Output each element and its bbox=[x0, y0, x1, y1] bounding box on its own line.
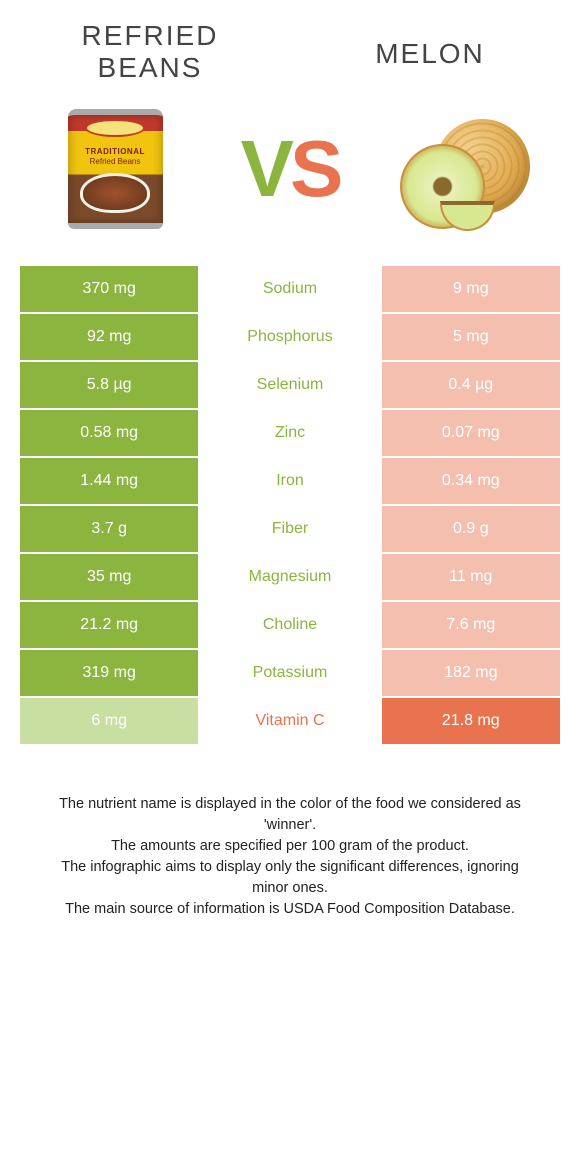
left-value: 21.2 mg bbox=[20, 602, 200, 648]
right-value: 11 mg bbox=[380, 554, 560, 600]
left-value: 35 mg bbox=[20, 554, 200, 600]
table-row: 35 mgMagnesium11 mg bbox=[20, 552, 560, 600]
right-value: 21.8 mg bbox=[380, 698, 560, 744]
left-value: 370 mg bbox=[20, 266, 200, 312]
refried-beans-image: TRADITIONAL Refried Beans bbox=[50, 104, 180, 234]
nutrient-name: Vitamin C bbox=[200, 698, 379, 744]
food-left-title: REFRIED BEANS bbox=[50, 20, 250, 84]
footer-line: The main source of information is USDA F… bbox=[50, 899, 530, 920]
table-row: 92 mgPhosphorus5 mg bbox=[20, 312, 560, 360]
left-value: 3.7 g bbox=[20, 506, 200, 552]
right-value: 5 mg bbox=[380, 314, 560, 360]
header: REFRIED BEANS MELON bbox=[20, 20, 560, 84]
nutrient-name: Choline bbox=[200, 602, 379, 648]
vs-label: VS bbox=[241, 123, 340, 215]
right-value: 182 mg bbox=[380, 650, 560, 696]
table-row: 3.7 gFiber0.9 g bbox=[20, 504, 560, 552]
vs-v: V bbox=[241, 124, 290, 213]
footer-line: The amounts are specified per 100 gram o… bbox=[50, 836, 530, 857]
table-row: 6 mgVitamin C21.8 mg bbox=[20, 696, 560, 744]
footer-line: The nutrient name is displayed in the co… bbox=[50, 794, 530, 836]
footer-line: The infographic aims to display only the… bbox=[50, 857, 530, 899]
food-right-title: MELON bbox=[330, 20, 530, 70]
images-row: TRADITIONAL Refried Beans VS bbox=[20, 84, 560, 264]
right-value: 0.9 g bbox=[380, 506, 560, 552]
nutrient-name: Sodium bbox=[200, 266, 379, 312]
table-row: 21.2 mgCholine7.6 mg bbox=[20, 600, 560, 648]
footer-notes: The nutrient name is displayed in the co… bbox=[20, 744, 560, 920]
table-row: 319 mgPotassium182 mg bbox=[20, 648, 560, 696]
nutrient-name: Phosphorus bbox=[200, 314, 379, 360]
nutrient-name: Potassium bbox=[200, 650, 379, 696]
table-row: 1.44 mgIron0.34 mg bbox=[20, 456, 560, 504]
left-value: 5.8 µg bbox=[20, 362, 200, 408]
right-value: 7.6 mg bbox=[380, 602, 560, 648]
right-value: 9 mg bbox=[380, 266, 560, 312]
left-value: 0.58 mg bbox=[20, 410, 200, 456]
nutrient-name: Magnesium bbox=[200, 554, 379, 600]
left-value: 1.44 mg bbox=[20, 458, 200, 504]
right-value: 0.4 µg bbox=[380, 362, 560, 408]
nutrient-name: Iron bbox=[200, 458, 379, 504]
nutrient-name: Selenium bbox=[200, 362, 379, 408]
table-row: 370 mgSodium9 mg bbox=[20, 264, 560, 312]
nutrient-name: Fiber bbox=[200, 506, 379, 552]
right-value: 0.07 mg bbox=[380, 410, 560, 456]
left-value: 319 mg bbox=[20, 650, 200, 696]
table-row: 5.8 µgSelenium0.4 µg bbox=[20, 360, 560, 408]
nutrient-table: 370 mgSodium9 mg92 mgPhosphorus5 mg5.8 µ… bbox=[20, 264, 560, 744]
vs-s: S bbox=[290, 124, 339, 213]
right-value: 0.34 mg bbox=[380, 458, 560, 504]
melon-image bbox=[400, 104, 530, 234]
table-row: 0.58 mgZinc0.07 mg bbox=[20, 408, 560, 456]
left-value: 92 mg bbox=[20, 314, 200, 360]
nutrient-name: Zinc bbox=[200, 410, 379, 456]
infographic: REFRIED BEANS MELON TRADITIONAL Refried … bbox=[0, 0, 580, 920]
left-value: 6 mg bbox=[20, 698, 200, 744]
